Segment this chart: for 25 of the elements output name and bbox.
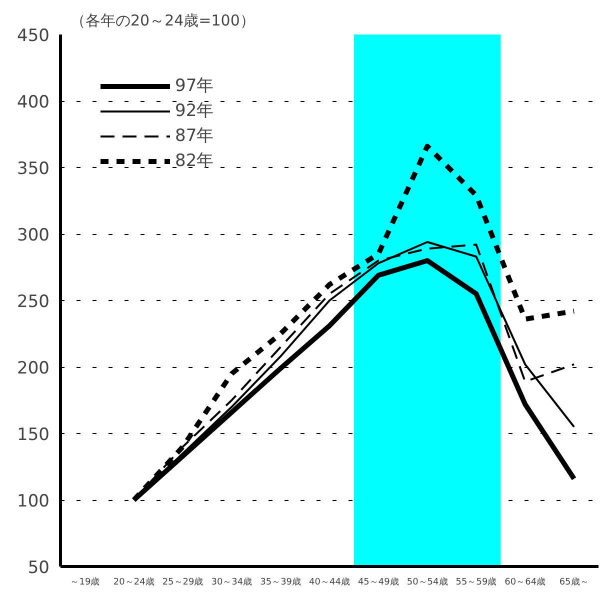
legend-label: 87年 (175, 125, 214, 147)
x-tick-label: 55～59歳 (456, 576, 497, 588)
x-tick-label: 30～34歳 (211, 576, 252, 588)
x-tick-label: 50～54歳 (406, 576, 448, 588)
y-tick-label: 450 (17, 26, 50, 46)
legend-label: 92年 (175, 100, 214, 122)
x-tick-label: 20～24歳 (113, 576, 154, 588)
x-tick-label: 65歳～ (559, 576, 589, 588)
y-tick-label: 150 (17, 425, 50, 445)
x-tick-label: ～19歳 (70, 576, 100, 588)
x-tick-label: 60～64歳 (504, 576, 546, 588)
x-tick-label: 35～39歳 (260, 576, 302, 588)
y-tick-label: 200 (17, 358, 50, 378)
y-tick-label: 100 (17, 492, 50, 512)
legend-label: 97年 (175, 75, 214, 97)
y-tick-label: 250 (17, 292, 50, 312)
y-tick-label: 350 (17, 159, 50, 179)
chart-title: （各年の20～24歳=100） (70, 12, 255, 30)
y-tick-label: 400 (17, 92, 50, 112)
x-tick-label: 40～44歳 (309, 576, 350, 588)
y-tick-label: 300 (17, 226, 50, 246)
legend-label: 82年 (175, 150, 214, 172)
y-tick-label: 50 (28, 558, 50, 578)
x-tick-label: 45～49歳 (358, 576, 399, 588)
x-tick-label: 25～29歳 (162, 576, 204, 588)
